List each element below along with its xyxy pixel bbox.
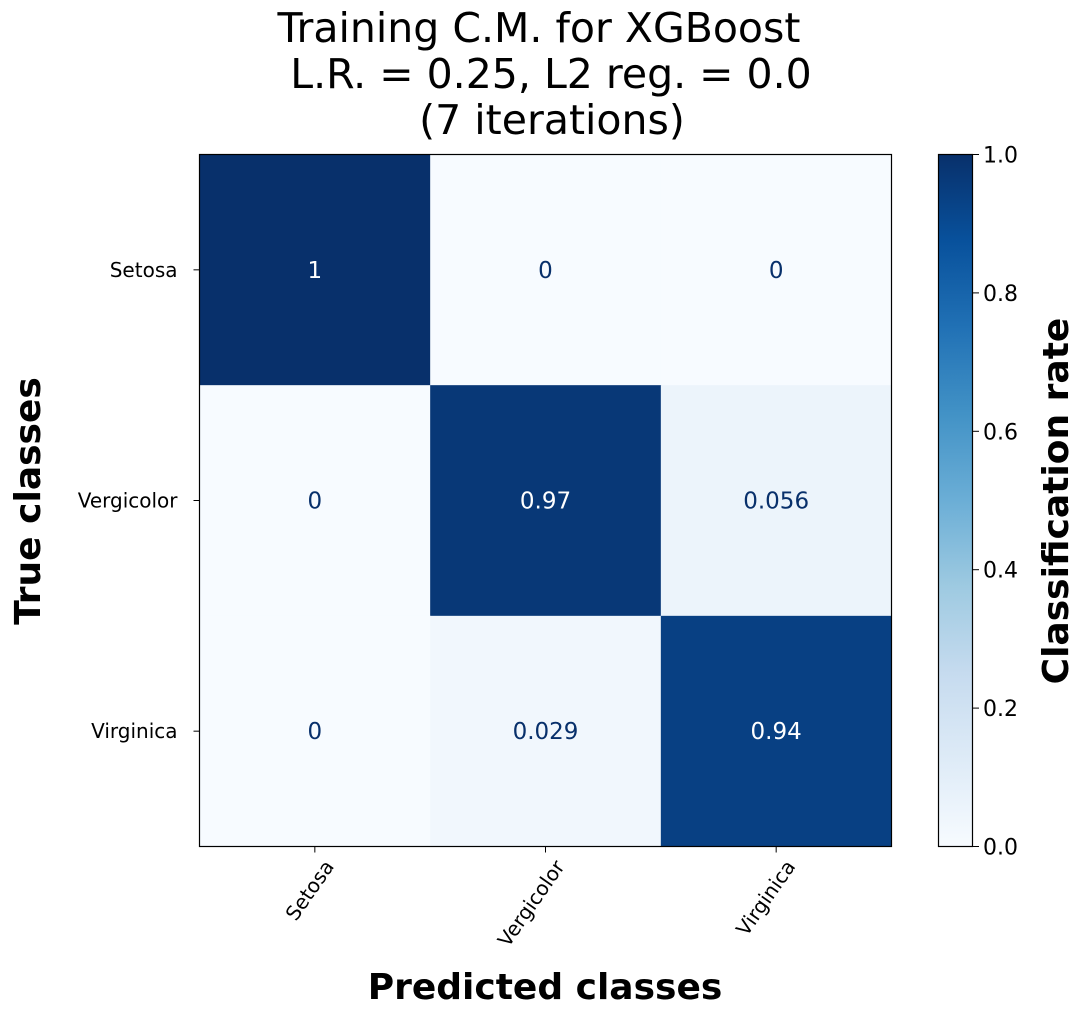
cell-value-label: 0.94 bbox=[751, 719, 802, 745]
heatmap-cell bbox=[199, 154, 431, 386]
colorbar-tick-label: 0.0 bbox=[983, 836, 1018, 861]
colorbar-tick-label: 1.0 bbox=[983, 144, 1018, 169]
heatmap-cell bbox=[660, 385, 892, 617]
chart-title-line-1: Training C.M. for XGBoost bbox=[277, 4, 801, 52]
x-tick-label: Virginica bbox=[731, 856, 800, 941]
colorbar-tick-label: 0.6 bbox=[983, 420, 1018, 445]
chart-title-line-2: L.R. = 0.25, L2 reg. = 0.0 bbox=[290, 50, 812, 98]
heatmap-cell bbox=[660, 154, 892, 386]
colorbar-ticks: 0.0 0.2 0.4 0.6 0.8 1.0 bbox=[972, 144, 1018, 861]
x-tick-label: Setosa bbox=[280, 856, 339, 925]
heatmap-cell bbox=[430, 615, 662, 847]
colorbar-tick-label: 0.4 bbox=[983, 559, 1018, 584]
heatmap-cell bbox=[199, 615, 431, 847]
heatmap-cell bbox=[430, 154, 662, 386]
heatmap-cell bbox=[660, 615, 892, 847]
y-tick-label: Setosa bbox=[110, 258, 178, 282]
heatmap-cell bbox=[430, 385, 662, 617]
cell-value-label: 0 bbox=[769, 258, 784, 284]
chart-title-line-3: (7 iterations) bbox=[419, 96, 685, 144]
cell-value-label: 1 bbox=[308, 258, 323, 284]
colorbar bbox=[937, 153, 974, 848]
cell-value-label: 0.056 bbox=[743, 489, 809, 515]
cell-value-label: 0.97 bbox=[520, 489, 571, 515]
y-axis-title: True classes bbox=[8, 377, 49, 625]
y-tick-label: Virginica bbox=[91, 719, 177, 743]
cell-value-label: 0 bbox=[308, 719, 323, 745]
y-axis-ticks: Setosa Vergicolor Virginica bbox=[78, 258, 200, 743]
colorbar-tick-label: 0.2 bbox=[983, 697, 1018, 722]
x-axis-ticks: Setosa Vergicolor Virginica bbox=[280, 846, 800, 951]
cell-value-label: 0 bbox=[538, 258, 553, 284]
x-axis-title: Predicted classes bbox=[368, 967, 723, 1008]
y-tick-label: Vergicolor bbox=[78, 489, 179, 513]
colorbar-title: Classification rate bbox=[1036, 318, 1077, 685]
x-tick-label: Vergicolor bbox=[493, 855, 570, 951]
cell-value-label: 0 bbox=[308, 489, 323, 515]
heatmap-cells bbox=[199, 154, 892, 847]
cell-value-label: 0.029 bbox=[513, 719, 579, 745]
heatmap-cell-labels: 1 0 0 0 0.97 0.056 0 0.029 0.94 bbox=[308, 258, 810, 745]
heatmap-cell bbox=[199, 385, 431, 617]
colorbar-tick-label: 0.8 bbox=[983, 282, 1018, 307]
